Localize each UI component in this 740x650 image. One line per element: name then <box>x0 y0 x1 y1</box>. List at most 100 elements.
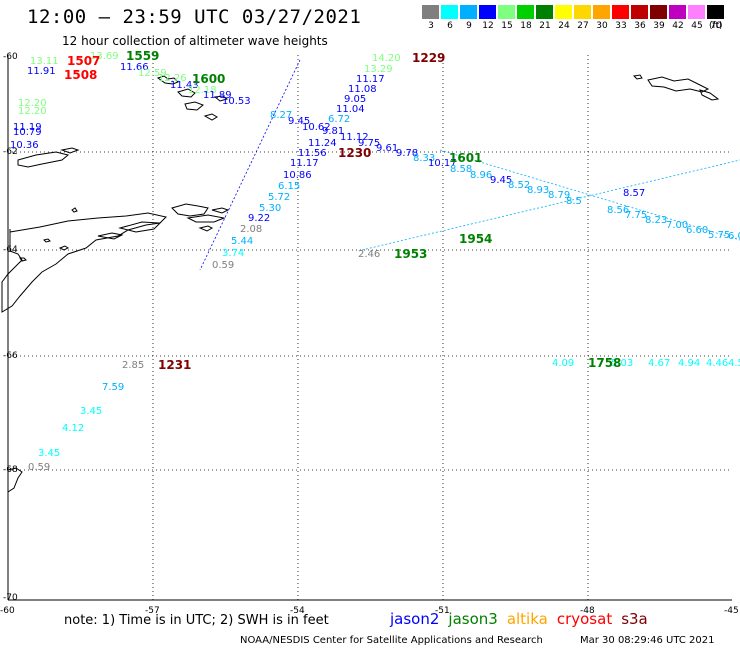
wave-height-value: 10.62 <box>302 122 331 133</box>
scale-tick-label: 15 <box>501 21 513 31</box>
scale-tick-label: 21 <box>539 21 551 31</box>
wave-height-value: 9.05 <box>344 94 366 105</box>
lon-label: -48 <box>580 606 595 616</box>
wave-height-value: 8.57 <box>623 188 645 199</box>
lat-label: -64 <box>3 245 18 255</box>
satellite-legend-entry: s3a <box>621 610 648 628</box>
wave-height-value: 11.08 <box>348 84 377 95</box>
map-frame <box>7 55 732 601</box>
scale-tick-label: 45 <box>691 21 703 31</box>
wave-height-value: 10.53 <box>222 96 251 107</box>
wave-height-value: 5.75 <box>708 230 730 241</box>
wave-height-value: 4.46 <box>706 358 728 369</box>
lon-label: -45 <box>724 606 739 616</box>
pass-time-label: 1758 <box>588 356 621 370</box>
wave-height-value: 6.15 <box>278 181 300 192</box>
wave-height-value: 11.04 <box>336 104 365 115</box>
lat-label: -68 <box>3 465 18 475</box>
latitude-labels: -60 -62 -64 -66 -68 -70 <box>3 52 18 603</box>
wave-height-value: 12.20 <box>18 106 47 117</box>
wave-height-value: 4.5 <box>728 358 740 369</box>
scale-tick-label: 18 <box>520 21 532 31</box>
lon-label: -57 <box>145 606 160 616</box>
wave-height-value: 12.26 <box>158 73 187 84</box>
wave-height-value: 6.72 <box>328 114 350 125</box>
lat-label: -60 <box>3 52 18 62</box>
footer-note: note: 1) Time is in UTC; 2) SWH is in fe… <box>64 613 329 628</box>
wave-height-value: 7.00 <box>666 220 688 231</box>
lon-label: -51 <box>435 606 450 616</box>
wave-height-value: 11.66 <box>120 62 149 73</box>
wave-height-value: 13.11 <box>30 56 59 67</box>
south-georgia-islands <box>156 75 229 121</box>
wave-height-value: 9.45 <box>288 116 310 127</box>
scale-swatch <box>593 5 610 19</box>
wave-height-value: 8.79 <box>548 190 570 201</box>
wave-height-value: 5.44 <box>231 236 253 247</box>
scale-tick-label: 33 <box>615 21 627 31</box>
peninsula-west <box>1 212 167 313</box>
wave-height-value: 0.59 <box>28 462 50 473</box>
graticule-grid <box>8 55 732 600</box>
altimeter-tracks <box>199 59 740 271</box>
scale-tick-label: 70 <box>710 21 722 31</box>
wave-height-value: 10.79 <box>13 127 42 138</box>
wave-height-value: 7.59 <box>102 382 124 393</box>
pass-time-label: 1953 <box>394 247 427 261</box>
scale-swatch <box>574 5 591 19</box>
wave-height-value: 3.74 <box>222 248 244 259</box>
scale-tick-label: 42 <box>672 21 684 31</box>
coastline <box>1 74 720 493</box>
wave-height-value: 3.45 <box>38 448 60 459</box>
satellite-legend-entry: cryosat <box>556 610 613 628</box>
wave-height-value: 9.81 <box>322 126 344 137</box>
wave-height-value: 7.75 <box>625 210 647 221</box>
chart-subtitle: 12 hour collection of altimeter wave hei… <box>62 34 328 48</box>
scale-swatch <box>555 5 572 19</box>
wave-height-value: 5.03 <box>611 358 633 369</box>
generation-timestamp: Mar 30 08:29:46 UTC 2021 <box>580 635 715 646</box>
wave-height-value: 4.12 <box>62 423 84 434</box>
wave-height-value: 8.96 <box>470 170 492 181</box>
wave-height-value: 8.58 <box>450 164 472 175</box>
scale-tick-label: 9 <box>466 21 472 31</box>
pass-time-label: 1508 <box>64 68 97 82</box>
wave-height-value: 8.56 <box>607 205 629 216</box>
wave-height-value: 11.17 <box>290 158 319 169</box>
wave-height-value: 9.61 <box>376 143 398 154</box>
wave-height-value: 11.89 <box>203 90 232 101</box>
scale-swatch <box>707 5 724 19</box>
satellite-legend-entry: jason3 <box>448 610 498 628</box>
wave-height-value: 11.43 <box>170 80 199 91</box>
wave-height-value: 2.46 <box>358 249 380 260</box>
wave-height-value: 8.27 <box>270 110 292 121</box>
wave-height-value: 10.17 <box>428 158 457 169</box>
pass-time-label: 1507 <box>67 54 100 68</box>
pass-time-label: 1229 <box>412 51 445 65</box>
wave-height-value: 5.72 <box>268 192 290 203</box>
wave-height-value: 4.67 <box>648 358 670 369</box>
lon-label: -54 <box>290 606 305 616</box>
wave-height-value: 5.30 <box>259 203 281 214</box>
scale-swatch <box>650 5 667 19</box>
lon-label: -60 <box>0 606 15 616</box>
scale-swatch <box>536 5 553 19</box>
credit-line: NOAA/NESDIS Center for Satellite Applica… <box>240 635 543 646</box>
landmass-west <box>17 147 80 213</box>
wave-height-value: 11.19 <box>13 122 42 133</box>
wave-height-value: 11.56 <box>298 148 327 159</box>
scale-swatch <box>631 5 648 19</box>
wave-height-value: 10.86 <box>283 170 312 181</box>
wave-height-value: 11.91 <box>27 66 56 77</box>
island-chain-west <box>97 203 230 240</box>
pass-time-label: 1601 <box>449 151 482 165</box>
scale-tick-label: 3 <box>428 21 434 31</box>
wave-height-value: 11.12 <box>340 132 369 143</box>
lat-label: -62 <box>3 147 18 157</box>
wave-height-value: 14.20 <box>372 53 401 64</box>
wave-height-value: 8.93 <box>527 185 549 196</box>
scale-swatch <box>669 5 686 19</box>
wave-height-value: 9.22 <box>248 213 270 224</box>
pass-time-label: 1954 <box>459 232 492 246</box>
